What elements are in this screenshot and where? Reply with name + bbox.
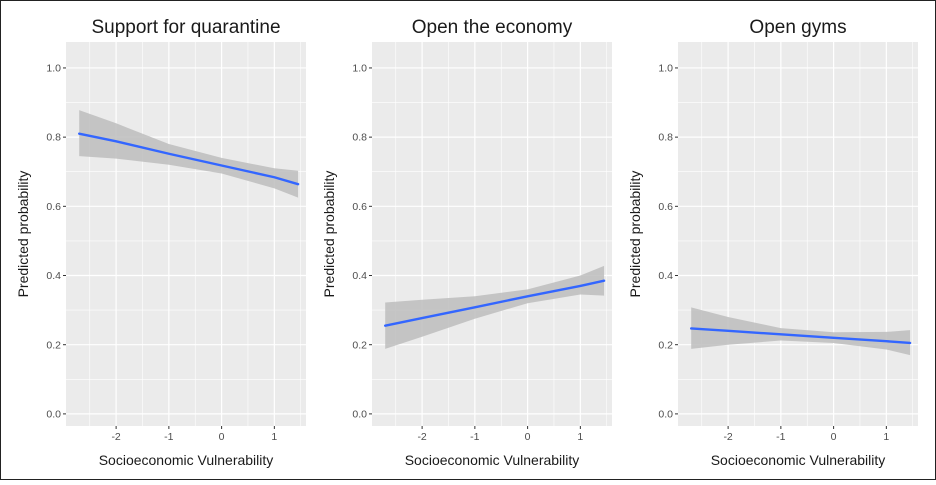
panel-3-y-tick-label: 0.2 [658, 339, 673, 351]
panel-1-x-tick-label: -1 [164, 431, 173, 443]
panel-1: 0.0 0.2 0.4 0.6 0.8 1.0 -2 -1 0 1 Support for quar… [15, 17, 306, 468]
panel-3-y-tick-label: 0.4 [658, 270, 673, 282]
panel-2-y-axis-title: Predicted probability [321, 171, 337, 298]
panel-2-x-tick-label: -1 [470, 431, 479, 443]
panel-3-fit-line [689, 327, 912, 345]
panel-3-x-tick-label: 0 [831, 431, 837, 443]
panel-1-x-tick-label: 0 [219, 431, 225, 443]
panel-1-title: Support for quarantine [91, 17, 280, 38]
panel-1-y-tick-label: 1.0 [46, 63, 61, 75]
panel-2-background [372, 42, 612, 426]
panel-1-x-tick-label: -2 [111, 431, 120, 443]
panel-1-x-tick-label: 1 [271, 431, 277, 443]
panel-3-x-tick-label: 1 [883, 431, 889, 443]
panel-3-x-axis-title: Socioeconomic Vulnerability [711, 452, 886, 468]
panel-1-x-axis-title: Socioeconomic Vulnerability [99, 452, 274, 468]
panel-2-x-axis-title: Socioeconomic Vulnerability [405, 452, 580, 468]
panel-2-y-tick-label: 0.8 [352, 132, 367, 144]
panel-3-background [678, 42, 918, 426]
panel-2-y-tick-label: 0.4 [352, 270, 367, 282]
panel-3-y-tick-label: 0.6 [658, 201, 673, 213]
panel-3-y-tick-label: 0.0 [658, 408, 673, 420]
panel-3-y-tick-label: 0.8 [658, 132, 673, 144]
panel-1-background [66, 42, 306, 426]
panel-3: 0.0 0.2 0.4 0.6 0.8 1.0 -2 -1 0 1 Open gyms Socioec… [627, 17, 918, 468]
panel-2-y-tick-label: 0.6 [352, 201, 367, 213]
panel-1-y-tick-label: 0.8 [46, 132, 61, 144]
panel-1-y-tick-label: 0.6 [46, 201, 61, 213]
panel-3-x-tick-label: -1 [776, 431, 785, 443]
panel-3-y-tick-label: 1.0 [658, 63, 673, 75]
panel-1-fit-line [77, 132, 300, 186]
panel-2: 0.0 0.2 0.4 0.6 0.8 1.0 -2 -1 0 1 Open the economy… [321, 17, 612, 468]
panel-2-fit-line [383, 279, 606, 327]
panel-2-x-tick-label: 1 [577, 431, 583, 443]
panel-1-confidence-ribbon [79, 110, 299, 198]
panel-1-y-tick-label: 0.2 [46, 339, 61, 351]
panel-2-confidence-ribbon [385, 265, 605, 349]
panel-1-y-tick-label: 0.0 [46, 408, 61, 420]
panel-3-x-tick-label: -2 [723, 431, 732, 443]
panel-2-y-tick-label: 0.0 [352, 408, 367, 420]
panel-3-confidence-ribbon [691, 307, 911, 356]
panel-1-y-axis-title: Predicted probability [15, 171, 31, 298]
panel-2-title: Open the economy [412, 17, 573, 38]
panel-3-y-axis-title: Predicted probability [627, 171, 643, 298]
panel-2-y-tick-label: 0.2 [352, 339, 367, 351]
panel-3-title: Open gyms [749, 17, 846, 38]
panel-2-x-tick-label: 0 [525, 431, 531, 443]
panel-1-y-tick-label: 0.4 [46, 270, 61, 282]
panel-2-x-tick-label: -2 [417, 431, 426, 443]
panel-2-y-tick-label: 1.0 [352, 63, 367, 75]
